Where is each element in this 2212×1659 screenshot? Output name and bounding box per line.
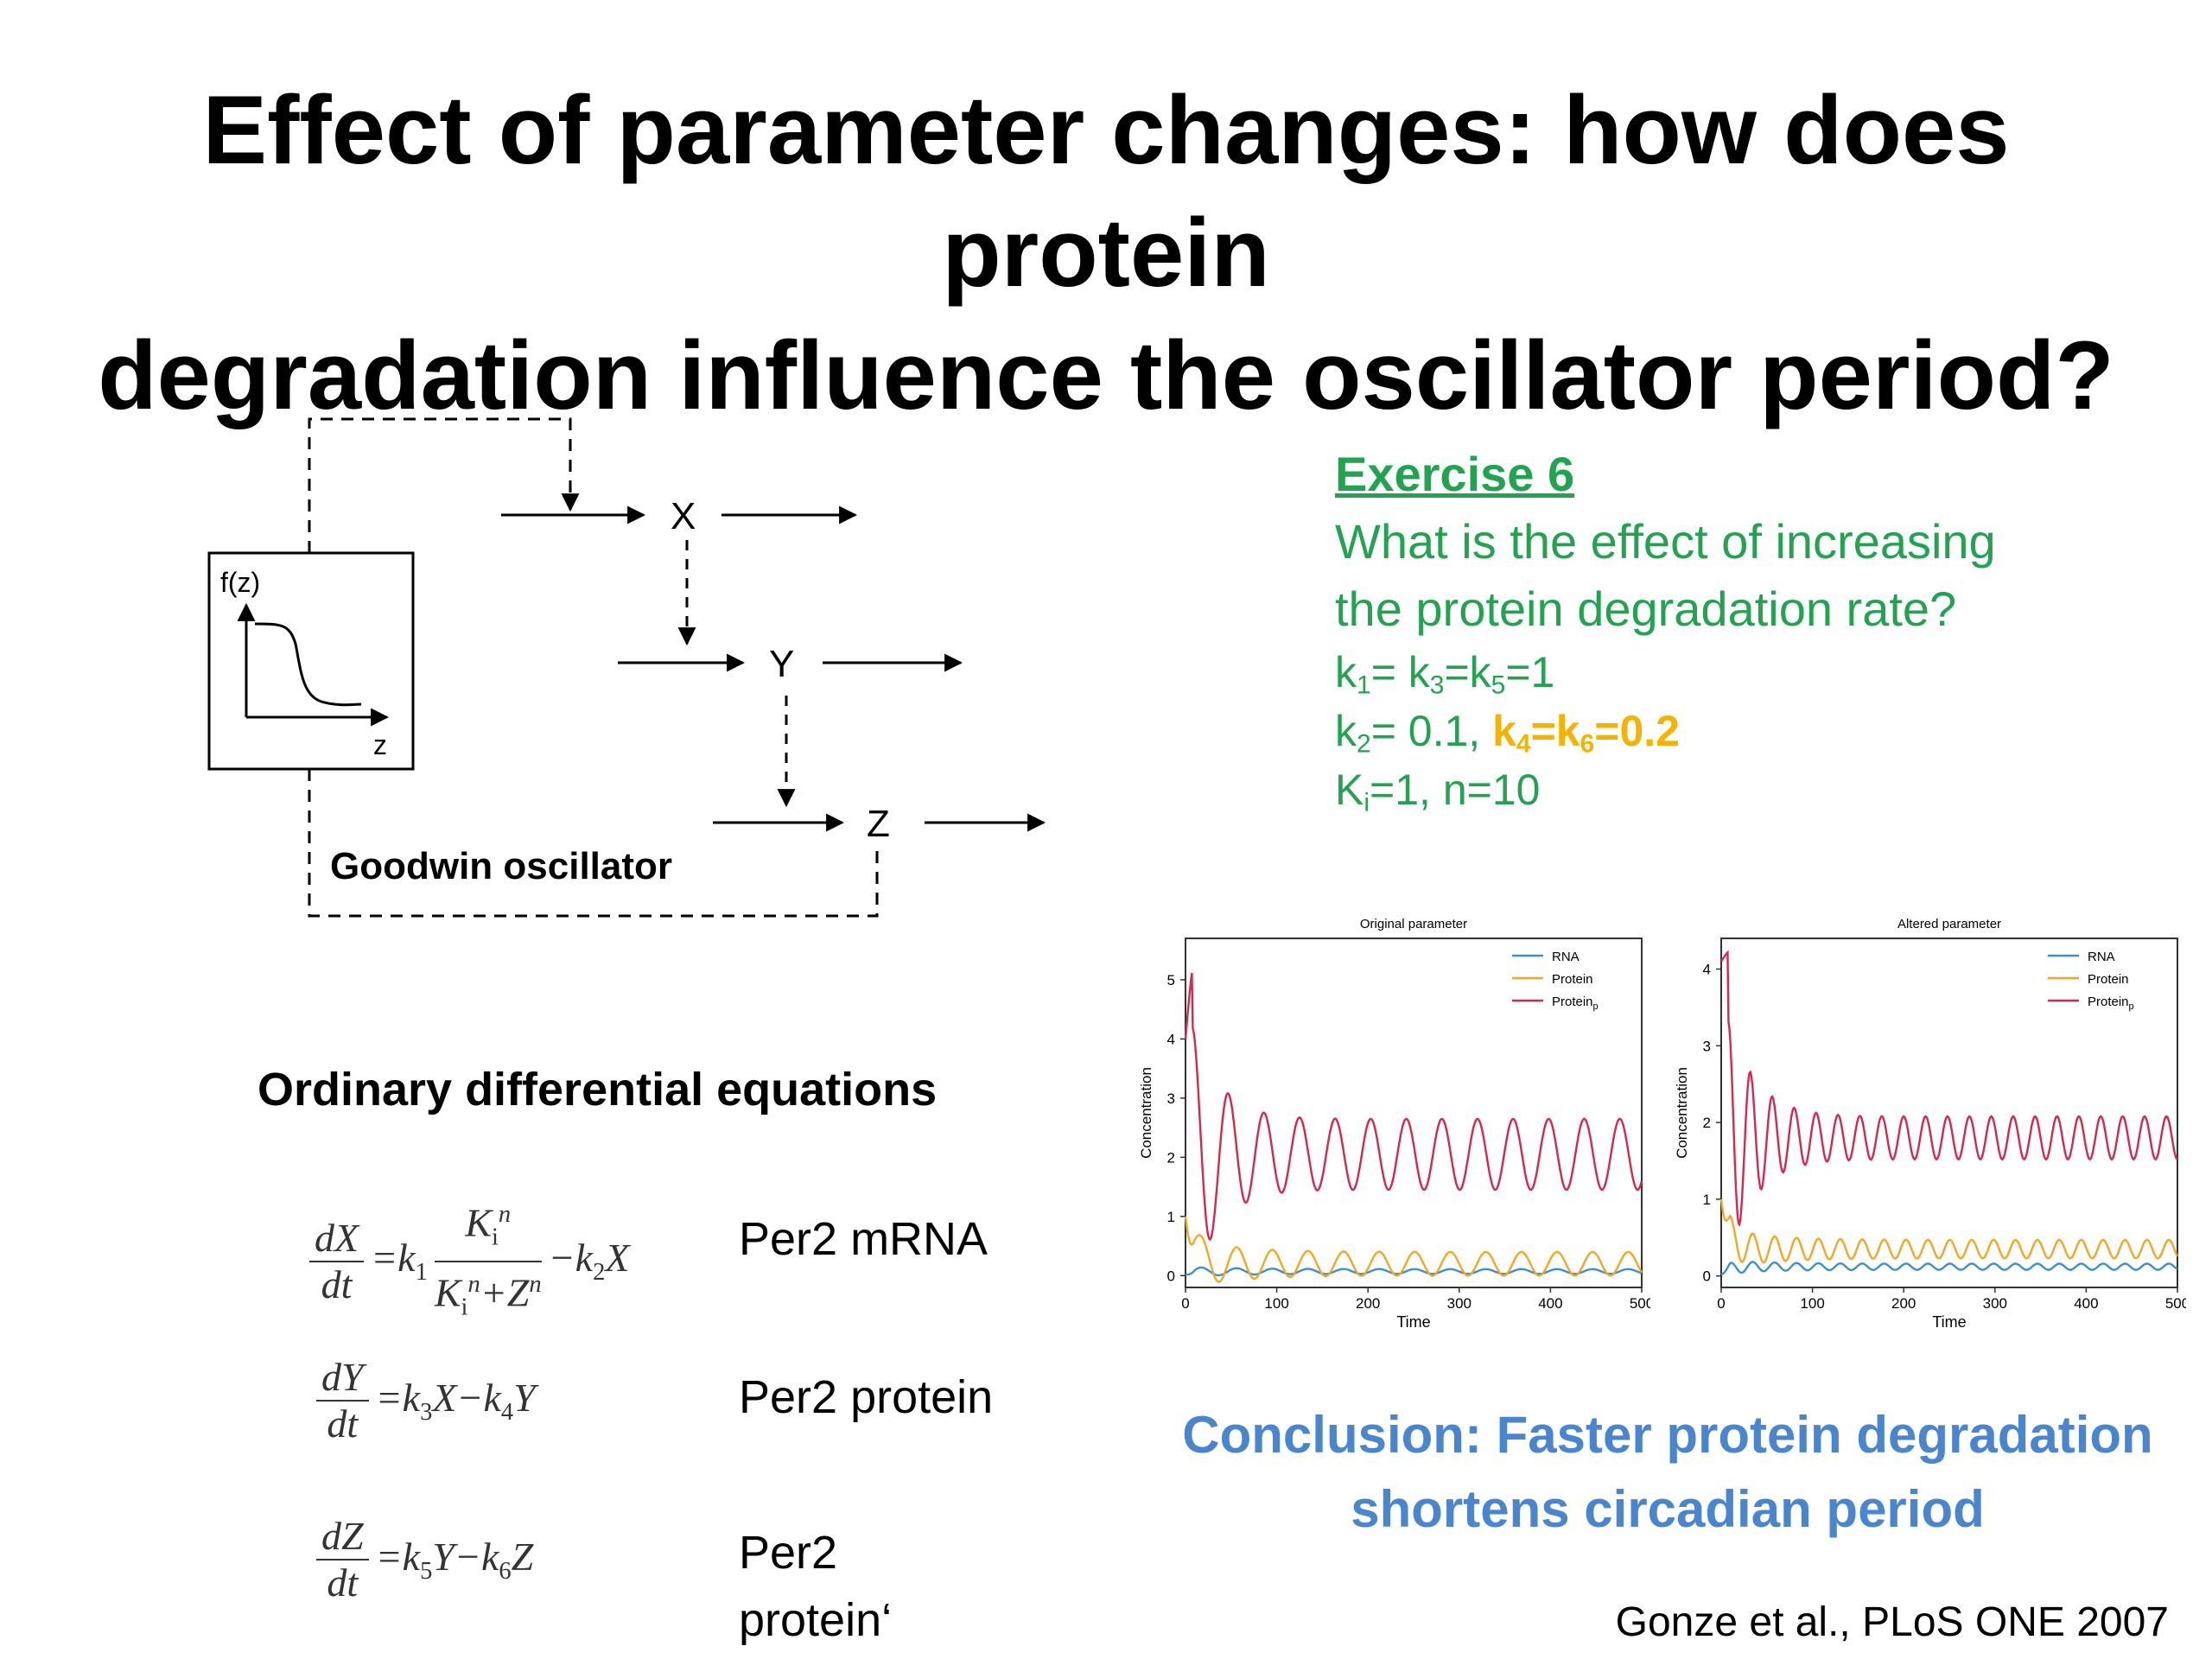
chart-altered: Altered parameter 0 100 200 300 400 500 0 1 2 3 4 Ti… xyxy=(1674,917,2186,1331)
x-axis-label: Time xyxy=(1396,1313,1430,1331)
feedback-top xyxy=(308,417,580,553)
y-tick-label: 0 xyxy=(1703,1268,1711,1285)
chart-title: Original parameter xyxy=(1360,917,1467,931)
param-ki-n: Ki=1, n=10 xyxy=(1335,766,1541,817)
legend-label: Proteinp xyxy=(1552,995,1599,1012)
eq1-label: Per2 mRNA xyxy=(739,1213,988,1265)
y-tick-label: 2 xyxy=(1703,1115,1711,1131)
slide-title: Effect of parameter changes: how does pr… xyxy=(52,69,2160,437)
conclusion-line1: Conclusion: Faster protein degradation xyxy=(1182,1406,2153,1464)
y-tick-label: 3 xyxy=(1703,1038,1711,1054)
slide-title-line2: degradation influence the oscillator per… xyxy=(98,321,2114,429)
chart-title: Altered parameter xyxy=(1897,917,2001,931)
conclusion: Conclusion: Faster protein degradation s… xyxy=(1149,1398,2186,1547)
feedback-bottom xyxy=(308,769,879,918)
x-tick-label: 300 xyxy=(1983,1295,2007,1312)
y-tick-label: 3 xyxy=(1167,1090,1175,1107)
legend-label: Protein xyxy=(1552,972,1593,987)
ode-heading: Ordinary differential equations xyxy=(257,1064,938,1116)
y-tick-label: 2 xyxy=(1167,1149,1175,1166)
legend-label: Protein xyxy=(2088,972,2129,987)
node-z: Z xyxy=(867,803,890,845)
series-line xyxy=(1719,1198,2179,1264)
param-k1-k3-k5: k1= k3=k5=1 xyxy=(1335,648,1555,700)
x-tick-label: 100 xyxy=(1264,1295,1288,1312)
x-tick-label: 500 xyxy=(2165,1295,2186,1312)
fz-label: f(z) xyxy=(220,567,260,598)
y-tick-label: 1 xyxy=(1703,1192,1711,1208)
x-tick-label: 500 xyxy=(1630,1295,1650,1312)
param-k2-k4-k6: k2= 0.1, k4=k6=0.2 xyxy=(1335,707,1680,759)
series-line xyxy=(1185,1266,1643,1277)
node-y: Y xyxy=(769,643,794,685)
equation-dz: dZ dt =k5Y−k6Z xyxy=(309,1514,533,1605)
y-tick-label: 0 xyxy=(1167,1268,1175,1284)
goodwin-caption: Goodwin oscillator xyxy=(330,845,673,887)
eq3-label-line2: protein‘ xyxy=(739,1594,893,1646)
x-tick-label: 400 xyxy=(1538,1295,1562,1312)
x-tick-label: 200 xyxy=(1891,1295,1916,1312)
plot-frame xyxy=(1720,938,2178,1288)
y-tick-label: 4 xyxy=(1167,1031,1175,1047)
y-tick-label: 1 xyxy=(1167,1209,1175,1225)
x-tick-label: 300 xyxy=(1447,1295,1471,1312)
x-axis-label: Time xyxy=(1932,1313,1966,1331)
y-axis-label: Concentration xyxy=(1138,1067,1154,1159)
chart-original: Original parameter 0 100 200 300 400 500 0 1 2 3 4 5… xyxy=(1138,917,1650,1331)
y-tick-label: 5 xyxy=(1167,972,1175,988)
slide-title-line1: Effect of parameter changes: how does pr… xyxy=(202,76,2010,307)
exercise-title: Exercise 6 xyxy=(1335,447,1575,501)
series-line xyxy=(1720,1261,2178,1276)
y-axis-label: Concentration xyxy=(1674,1067,1690,1159)
legend-label: Proteinp xyxy=(2088,995,2134,1012)
legend-label: RNA xyxy=(2088,950,2115,964)
x-tick-label: 400 xyxy=(2074,1295,2098,1312)
exercise-question-line1: What is the effect of increasing xyxy=(1335,514,1996,569)
x-tick-label: 200 xyxy=(1356,1295,1380,1312)
plot-frame xyxy=(1185,938,1643,1288)
series-line xyxy=(1184,973,1643,1242)
series-line xyxy=(1184,1216,1643,1283)
citation: Gonze et al., PLoS ONE 2007 xyxy=(1615,1599,2169,1645)
fz-z-label: z xyxy=(373,729,387,760)
fz-curve xyxy=(254,622,362,707)
x-tick-label: 100 xyxy=(1800,1295,1824,1312)
eq2-label: Per2 protein xyxy=(739,1371,994,1423)
conclusion-line2: shortens circadian period xyxy=(1351,1480,1985,1538)
node-x: X xyxy=(671,495,696,537)
equation-dx: dX dt =k1 Kin Kin+Zn −k2X xyxy=(302,1192,629,1330)
exercise-block: Exercise 6 What is the effect of increas… xyxy=(1335,441,1996,819)
y-tick-label: 4 xyxy=(1703,962,1711,978)
x-tick-label: 0 xyxy=(1181,1295,1189,1312)
eq3-label: Per2 protein‘ xyxy=(739,1519,892,1654)
x-tick-label: 0 xyxy=(1717,1295,1725,1312)
legend-label: RNA xyxy=(1552,950,1580,964)
param-highlight: k4=k6=0.2 xyxy=(1492,707,1680,759)
eq3-label-line1: Per2 xyxy=(739,1527,838,1579)
exercise-question-line2: the protein degradation rate? xyxy=(1335,582,1957,636)
equation-dy: dY dt =k3X−k4Y xyxy=(309,1355,536,1446)
fz-box xyxy=(207,551,415,771)
series-line xyxy=(1720,950,2178,1227)
